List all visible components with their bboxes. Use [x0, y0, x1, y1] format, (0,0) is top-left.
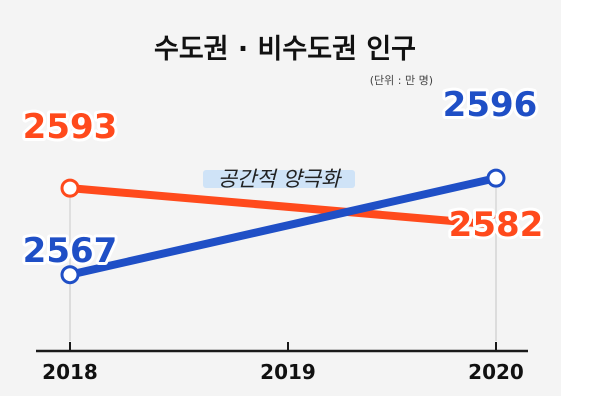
data-label-series-1-2018: 2567: [23, 231, 118, 271]
right-margin: [561, 0, 593, 408]
chart-title: 수도권 · 비수도권 인구: [154, 34, 416, 65]
data-label-series-1-2020: 2596: [443, 85, 538, 125]
annotation-highlight: [203, 170, 355, 188]
series-0-point-2018: [60, 178, 80, 198]
chart-background: [0, 0, 561, 396]
series-1-point-2020: [486, 168, 506, 188]
x-tick-label-2020: 2020: [468, 360, 524, 384]
x-tick-label-2018: 2018: [42, 360, 98, 384]
data-label-series-0-2020: 2582: [449, 205, 544, 245]
series-0-line: [66, 184, 500, 229]
series-1-line: [66, 174, 500, 279]
annotation-text: 공간적 양극화: [218, 167, 342, 191]
series-1-point-2018: [60, 265, 80, 285]
data-label-series-0-2018: 2593: [23, 107, 118, 147]
x-tick-label-2019: 2019: [260, 360, 316, 384]
unit-note: (단위 : 만 명): [370, 74, 433, 87]
